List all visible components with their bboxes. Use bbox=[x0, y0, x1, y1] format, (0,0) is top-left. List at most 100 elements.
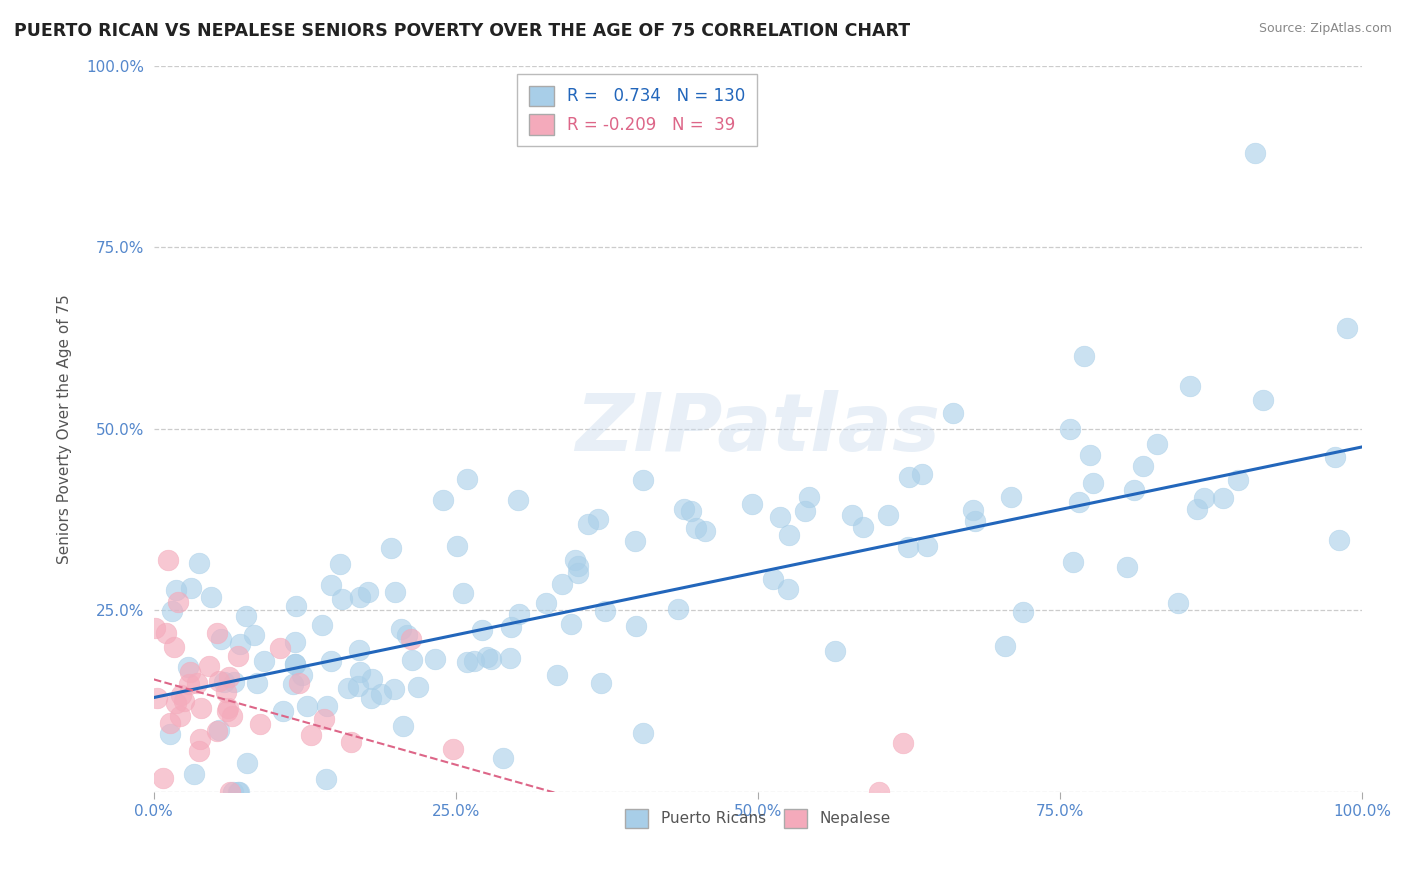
Point bbox=[546, 668, 568, 682]
Point bbox=[915, 539, 938, 553]
Point bbox=[631, 473, 654, 487]
Point bbox=[340, 735, 363, 749]
Point bbox=[311, 617, 333, 632]
Point bbox=[508, 607, 530, 621]
Point bbox=[159, 716, 181, 731]
Point bbox=[942, 406, 965, 420]
Point bbox=[672, 501, 695, 516]
Point bbox=[288, 676, 311, 690]
Point bbox=[1062, 555, 1084, 569]
Point bbox=[778, 528, 800, 542]
Point bbox=[249, 717, 271, 731]
Point bbox=[1251, 392, 1274, 407]
Point bbox=[591, 676, 613, 690]
Point bbox=[235, 609, 257, 624]
Point bbox=[451, 586, 474, 600]
Point bbox=[395, 628, 418, 642]
Point bbox=[361, 672, 384, 686]
Point bbox=[143, 621, 166, 635]
Point bbox=[1000, 491, 1022, 505]
Point bbox=[284, 635, 307, 649]
Point bbox=[631, 725, 654, 739]
Point bbox=[160, 604, 183, 618]
Point bbox=[183, 766, 205, 780]
Point bbox=[349, 665, 371, 680]
Point bbox=[284, 657, 307, 672]
Point bbox=[156, 553, 179, 567]
Point bbox=[295, 699, 318, 714]
Point bbox=[567, 566, 589, 580]
Point bbox=[1067, 495, 1090, 509]
Point bbox=[299, 728, 322, 742]
Point bbox=[222, 675, 245, 690]
Point bbox=[281, 677, 304, 691]
Point bbox=[321, 578, 343, 592]
Point bbox=[481, 652, 503, 666]
Point bbox=[588, 512, 610, 526]
Point bbox=[685, 521, 707, 535]
Point bbox=[229, 637, 252, 651]
Point bbox=[456, 472, 478, 486]
Point bbox=[246, 676, 269, 690]
Point bbox=[186, 676, 208, 690]
Point bbox=[1146, 436, 1168, 450]
Point bbox=[877, 508, 900, 523]
Point bbox=[1212, 491, 1234, 506]
Point bbox=[329, 557, 352, 571]
Point bbox=[337, 681, 360, 695]
Point bbox=[228, 785, 250, 799]
Point bbox=[198, 659, 221, 673]
Point bbox=[1123, 483, 1146, 497]
Point bbox=[228, 785, 250, 799]
Point bbox=[170, 688, 193, 702]
Point bbox=[423, 652, 446, 666]
Point bbox=[312, 712, 335, 726]
Point bbox=[778, 582, 800, 596]
Point bbox=[208, 723, 231, 738]
Point bbox=[475, 650, 498, 665]
Point bbox=[824, 644, 846, 658]
Point bbox=[190, 731, 212, 746]
Point bbox=[212, 675, 235, 690]
Point bbox=[762, 573, 785, 587]
Point bbox=[399, 632, 422, 647]
Point bbox=[217, 704, 239, 718]
Point bbox=[799, 490, 821, 504]
Point bbox=[841, 508, 863, 523]
Point bbox=[456, 655, 478, 669]
Point bbox=[370, 687, 392, 701]
Point bbox=[624, 619, 647, 633]
Point bbox=[1192, 491, 1215, 506]
Point bbox=[187, 556, 209, 570]
Point bbox=[508, 492, 530, 507]
Point bbox=[315, 699, 337, 714]
Point bbox=[681, 503, 703, 517]
Point bbox=[741, 497, 763, 511]
Point bbox=[560, 617, 582, 632]
Point bbox=[446, 539, 468, 553]
Point bbox=[391, 719, 413, 733]
Point bbox=[994, 639, 1017, 653]
Point bbox=[1185, 502, 1208, 516]
Point bbox=[384, 584, 406, 599]
Point bbox=[567, 558, 589, 573]
Point bbox=[218, 670, 240, 684]
Point bbox=[406, 680, 429, 694]
Point bbox=[169, 708, 191, 723]
Point bbox=[499, 620, 522, 634]
Point bbox=[242, 627, 264, 641]
Point bbox=[284, 599, 307, 613]
Point bbox=[499, 651, 522, 665]
Text: ZIPatlas: ZIPatlas bbox=[575, 390, 941, 467]
Point bbox=[163, 640, 186, 654]
Point bbox=[1132, 458, 1154, 473]
Point bbox=[177, 659, 200, 673]
Point bbox=[550, 577, 572, 591]
Point bbox=[896, 540, 918, 554]
Point bbox=[1078, 448, 1101, 462]
Point bbox=[200, 590, 222, 604]
Point bbox=[173, 694, 195, 708]
Point bbox=[166, 595, 188, 609]
Point bbox=[536, 596, 558, 610]
Point bbox=[401, 653, 423, 667]
